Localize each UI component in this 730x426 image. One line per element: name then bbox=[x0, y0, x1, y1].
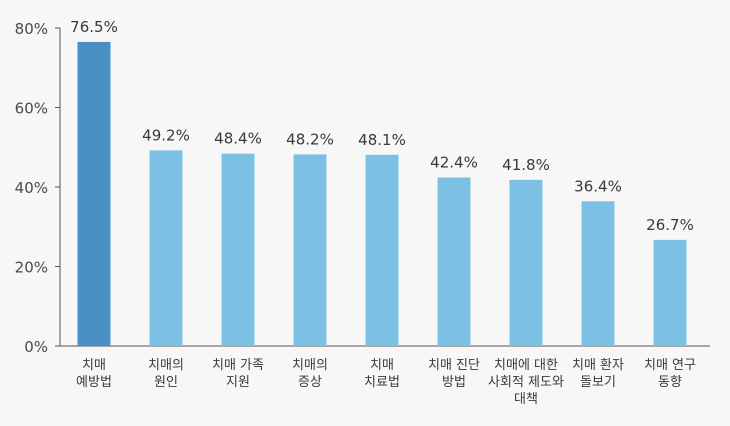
category-label-line: 치매 가족 bbox=[212, 358, 264, 373]
category-label-line: 돌보기 bbox=[580, 375, 616, 390]
bar bbox=[149, 150, 183, 346]
bar bbox=[293, 154, 327, 346]
y-tick-label: 0% bbox=[24, 338, 48, 356]
y-tick-label: 40% bbox=[15, 179, 48, 197]
category-label-line: 대책 bbox=[514, 392, 538, 407]
bar-value-label: 26.7% bbox=[646, 216, 694, 234]
bar-value-label: 48.1% bbox=[358, 131, 406, 149]
bar-value-label: 76.5% bbox=[70, 18, 118, 36]
category-label-line: 치매 bbox=[82, 358, 106, 373]
category-label-line: 동향 bbox=[658, 375, 682, 390]
bar bbox=[77, 41, 111, 346]
category-label-line: 치매에 대한 bbox=[494, 358, 558, 373]
category-label-line: 원인 bbox=[154, 375, 178, 390]
category-label-line: 증상 bbox=[298, 375, 322, 390]
bar bbox=[653, 239, 687, 346]
bar bbox=[581, 201, 615, 346]
category-label-line: 치매의 bbox=[148, 358, 184, 373]
category-label-line: 치매 환자 bbox=[572, 358, 624, 373]
category-label-line: 방법 bbox=[442, 375, 466, 390]
category-label-line: 지원 bbox=[226, 375, 250, 390]
y-tick-label: 20% bbox=[15, 259, 48, 277]
bar bbox=[365, 154, 399, 346]
category-label-line: 치매 진단 bbox=[428, 358, 480, 373]
y-tick-label: 80% bbox=[15, 20, 48, 38]
bar bbox=[437, 177, 471, 346]
bar-value-label: 36.4% bbox=[574, 177, 622, 195]
bar-value-label: 48.4% bbox=[214, 130, 262, 148]
category-label-line: 예방법 bbox=[76, 375, 112, 390]
category-label-line: 사회적 제도와 bbox=[488, 375, 564, 390]
bar-value-label: 42.4% bbox=[430, 153, 478, 171]
category-label-line: 치매 bbox=[370, 358, 394, 373]
category-label-line: 치료법 bbox=[364, 375, 400, 390]
bar-value-label: 41.8% bbox=[502, 156, 550, 174]
bar bbox=[509, 179, 543, 346]
bar-value-label: 49.2% bbox=[142, 126, 190, 144]
y-tick-label: 60% bbox=[15, 100, 48, 118]
category-label-line: 치매 연구 bbox=[644, 358, 696, 373]
bar bbox=[221, 153, 255, 346]
bar-value-label: 48.2% bbox=[286, 130, 334, 148]
category-label-line: 치매의 bbox=[292, 358, 328, 373]
